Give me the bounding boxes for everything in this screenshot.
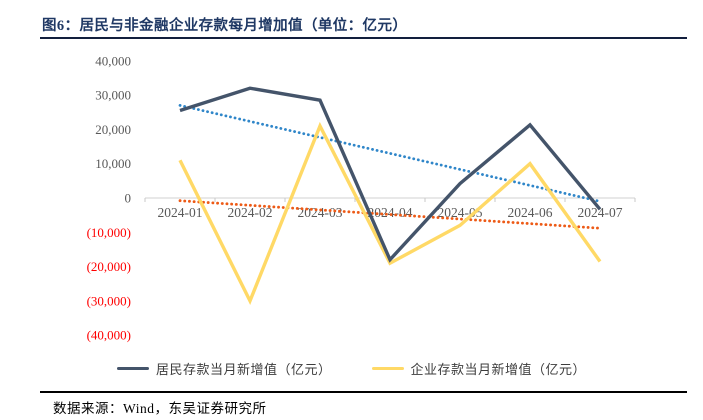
x-tick-label: 2024-01: [158, 205, 203, 220]
series-line-2: [178, 104, 602, 203]
data-source-note: 数据来源：Wind，东吴证券研究所: [53, 401, 267, 416]
legend-swatch-enterprise-line: [371, 366, 404, 371]
legend-swatch-resident-line: [116, 366, 149, 371]
y-tick-label: (10,000): [87, 225, 131, 240]
y-tick-label: 30,000: [95, 88, 131, 103]
chart-legend: 居民存款当月新增值（亿元） 企业存款当月新增值（亿元）: [0, 359, 703, 378]
legend-item-enterprise-deposits: 企业存款当月新增值（亿元）: [371, 359, 587, 378]
series-line-3: [178, 199, 602, 230]
x-tick-label: 2024-04: [368, 205, 413, 220]
x-tick-label: 2024-03: [298, 205, 343, 220]
deposit-line-chart: 2024-01 2024-02 2024-03 2024-04 2024-05 2024-…: [87, 53, 636, 343]
y-tick-label: 20,000: [95, 122, 131, 137]
y-tick-label: (30,000): [87, 293, 131, 308]
footer-divider: [40, 391, 687, 393]
legend-item-resident-deposits: 居民存款当月新增值（亿元）: [116, 359, 332, 378]
figure-title: 图6：居民与非金融企业存款每月增加值（单位：亿元）: [42, 18, 408, 34]
x-tick-label: 2024-06: [508, 205, 553, 220]
series-line-1: [178, 121, 602, 306]
x-tick-label: 2024-07: [578, 205, 623, 220]
legend-label-resident: 居民存款当月新增值（亿元）: [155, 362, 332, 377]
series-line-0: [179, 86, 602, 263]
title-divider: [40, 37, 687, 39]
y-tick-label: 0: [125, 191, 132, 206]
y-tick-label: 10,000: [95, 156, 131, 171]
legend-label-enterprise: 企业存款当月新增值（亿元）: [410, 362, 587, 377]
x-tick-label: 2024-02: [228, 205, 273, 220]
y-tick-label: (20,000): [87, 259, 131, 274]
y-tick-label: (40,000): [87, 328, 131, 343]
y-tick-label: 40,000: [95, 53, 131, 68]
